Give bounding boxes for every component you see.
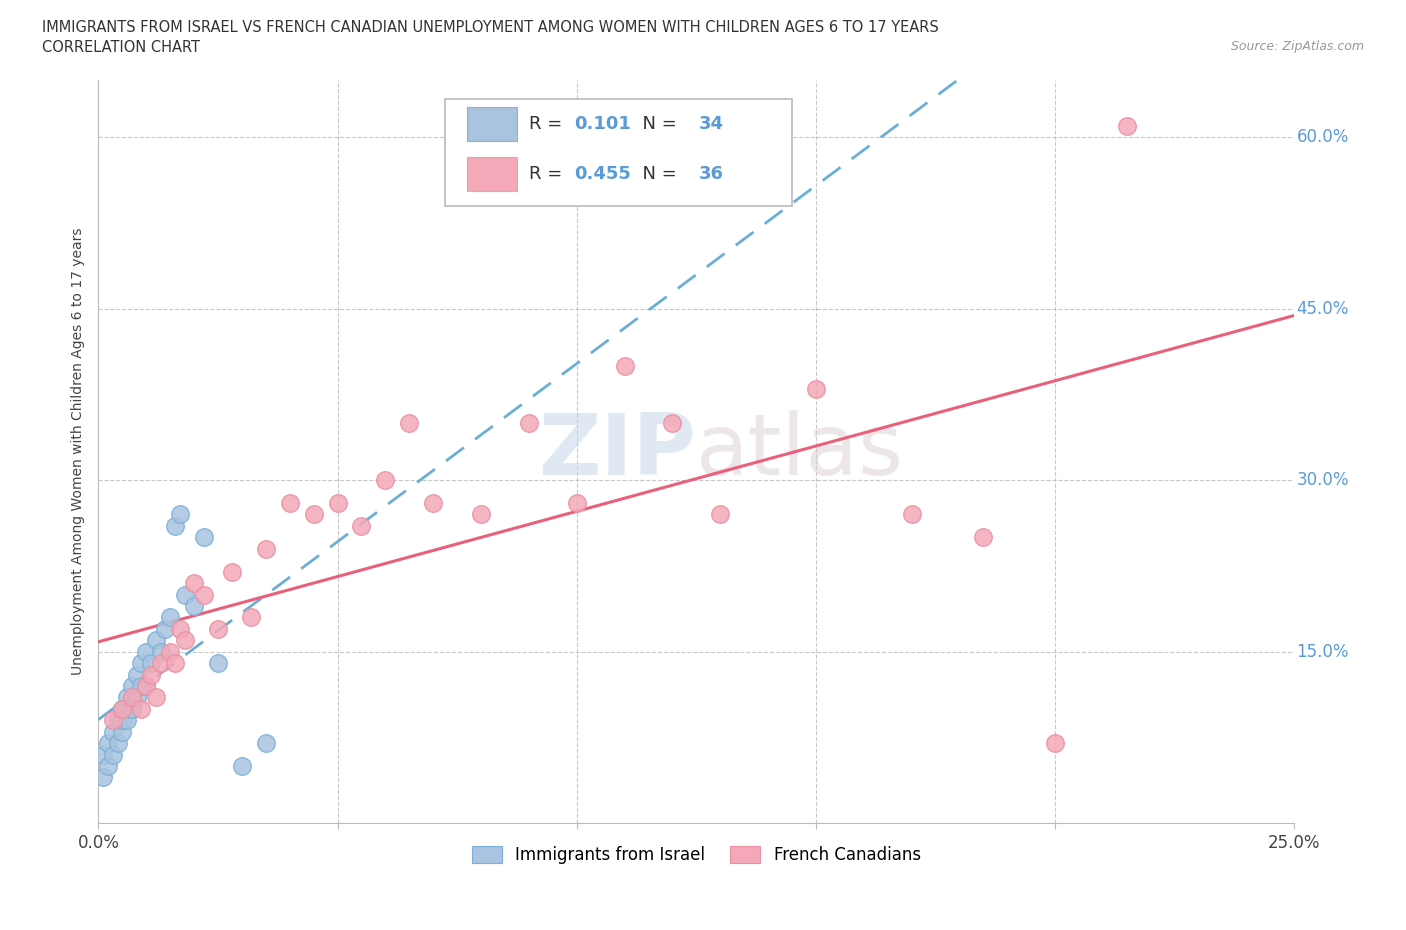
Point [131, 679, 153, 694]
Point [1115, 118, 1137, 133]
Point [135, 679, 157, 694]
Point [565, 496, 588, 511]
Text: 60.0%: 60.0% [1296, 128, 1348, 146]
Point [221, 565, 243, 579]
Point [173, 587, 195, 602]
Point [149, 656, 172, 671]
Point [613, 358, 636, 373]
Point [111, 724, 134, 739]
Point [139, 656, 162, 671]
Text: ZIP: ZIP [538, 410, 696, 493]
Point [97, 759, 120, 774]
Point [131, 701, 153, 716]
Point [145, 690, 167, 705]
Point [125, 690, 148, 705]
Point [398, 416, 420, 431]
Text: R =: R = [529, 115, 568, 133]
Point [183, 576, 205, 591]
Point [121, 679, 143, 694]
Point [121, 690, 143, 705]
Text: N =: N = [630, 165, 682, 183]
Point [107, 712, 129, 727]
Text: atlas: atlas [696, 410, 904, 493]
Point [101, 724, 124, 739]
Point [163, 519, 186, 534]
Text: 34: 34 [699, 115, 724, 133]
Point [900, 507, 922, 522]
Point [169, 621, 191, 636]
Point [169, 507, 191, 522]
Point [145, 632, 167, 647]
Point [97, 736, 120, 751]
Point [517, 416, 540, 431]
Point [193, 587, 215, 602]
Point [107, 736, 129, 751]
FancyBboxPatch shape [467, 157, 517, 192]
Point [139, 667, 162, 682]
Point [302, 507, 325, 522]
Point [135, 644, 157, 659]
Point [111, 701, 134, 716]
Point [159, 644, 181, 659]
Point [111, 701, 134, 716]
Point [173, 632, 195, 647]
Point [254, 541, 277, 556]
Point [972, 530, 994, 545]
Text: Source: ZipAtlas.com: Source: ZipAtlas.com [1230, 40, 1364, 53]
Text: IMMIGRANTS FROM ISRAEL VS FRENCH CANADIAN UNEMPLOYMENT AMONG WOMEN WITH CHILDREN: IMMIGRANTS FROM ISRAEL VS FRENCH CANADIA… [42, 20, 939, 35]
Text: N =: N = [630, 115, 682, 133]
Text: 30.0%: 30.0% [1296, 472, 1348, 489]
Point [115, 690, 138, 705]
Point [350, 519, 373, 534]
Point [1043, 736, 1066, 751]
Point [135, 679, 157, 694]
Point [278, 496, 301, 511]
Point [240, 610, 263, 625]
Text: 0.455: 0.455 [574, 165, 631, 183]
Text: R =: R = [529, 165, 568, 183]
Point [131, 656, 153, 671]
FancyBboxPatch shape [446, 99, 792, 206]
Point [91, 770, 114, 785]
Point [91, 747, 114, 762]
Point [101, 712, 124, 727]
Point [155, 621, 177, 636]
Point [207, 656, 229, 671]
Point [163, 656, 186, 671]
Point [254, 736, 277, 751]
Point [661, 416, 683, 431]
FancyBboxPatch shape [467, 107, 517, 141]
Text: 0.101: 0.101 [574, 115, 631, 133]
Point [115, 712, 138, 727]
Point [101, 747, 124, 762]
Text: 45.0%: 45.0% [1296, 299, 1348, 318]
Point [326, 496, 349, 511]
Point [470, 507, 492, 522]
Point [121, 701, 143, 716]
Text: 36: 36 [699, 165, 724, 183]
Y-axis label: Unemployment Among Women with Children Ages 6 to 17 years: Unemployment Among Women with Children A… [72, 228, 86, 675]
Point [709, 507, 731, 522]
Text: 15.0%: 15.0% [1296, 643, 1348, 660]
Point [159, 610, 181, 625]
Text: CORRELATION CHART: CORRELATION CHART [42, 40, 200, 55]
Point [207, 621, 229, 636]
Point [193, 530, 215, 545]
Point [231, 759, 253, 774]
Point [804, 381, 827, 396]
Point [422, 496, 444, 511]
Legend: Immigrants from Israel, French Canadians: Immigrants from Israel, French Canadians [465, 839, 928, 870]
Point [111, 712, 134, 727]
Point [183, 599, 205, 614]
Point [374, 472, 396, 487]
Point [149, 644, 172, 659]
Point [125, 667, 148, 682]
